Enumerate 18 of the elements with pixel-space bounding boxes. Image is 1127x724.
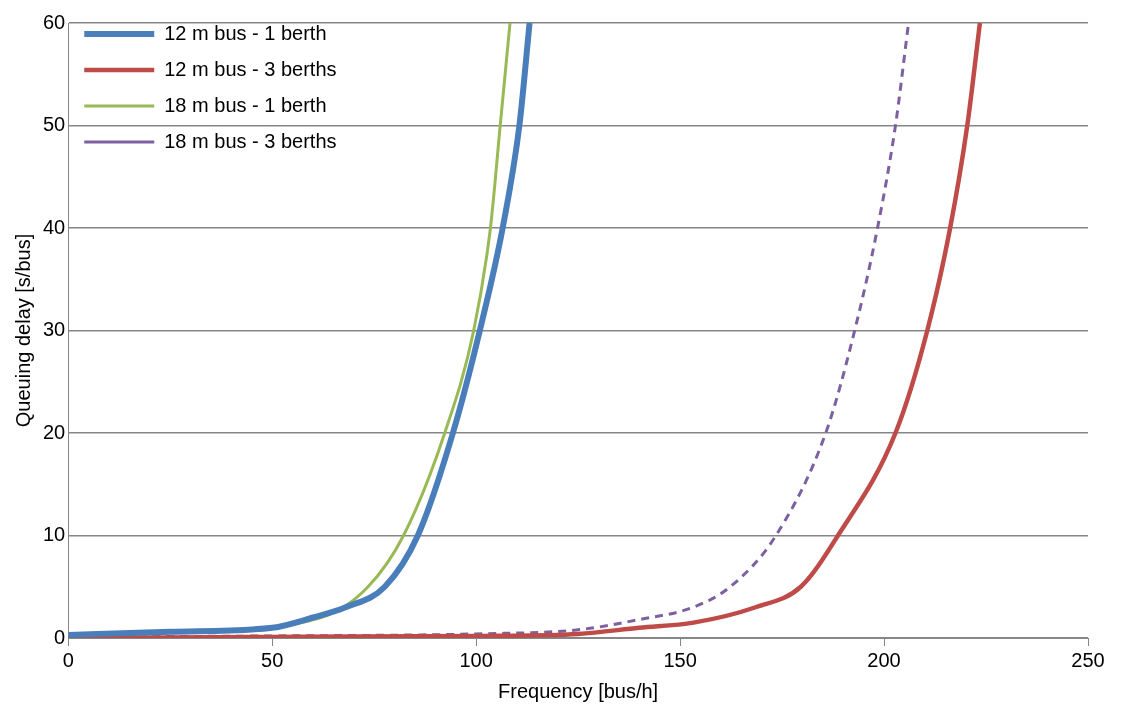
- y-tick-label: 0: [54, 625, 66, 648]
- y-tick-label: 20: [43, 420, 66, 443]
- x-tick-label: 50: [261, 648, 284, 671]
- y-tick-label: 60: [43, 10, 66, 33]
- x-tick-label: 250: [1071, 648, 1105, 671]
- legend-label: 12 m bus - 1 berth: [164, 21, 327, 44]
- legend-label: 18 m bus - 1 berth: [164, 93, 327, 116]
- x-tick-label: 150: [663, 648, 697, 671]
- y-tick-label: 30: [43, 318, 66, 341]
- y-tick-label: 50: [43, 113, 66, 136]
- x-tick-label: 200: [867, 648, 901, 671]
- y-axis-title: Queuing delay [s/bus]: [11, 233, 34, 428]
- y-tick-label: 10: [43, 523, 66, 546]
- legend-label: 18 m bus - 3 berths: [164, 129, 337, 152]
- x-axis-title: Frequency [bus/h]: [498, 679, 659, 702]
- legend-label: 12 m bus - 3 berths: [164, 57, 337, 80]
- x-tick-label: 100: [459, 648, 493, 671]
- y-tick-label: 40: [43, 215, 66, 238]
